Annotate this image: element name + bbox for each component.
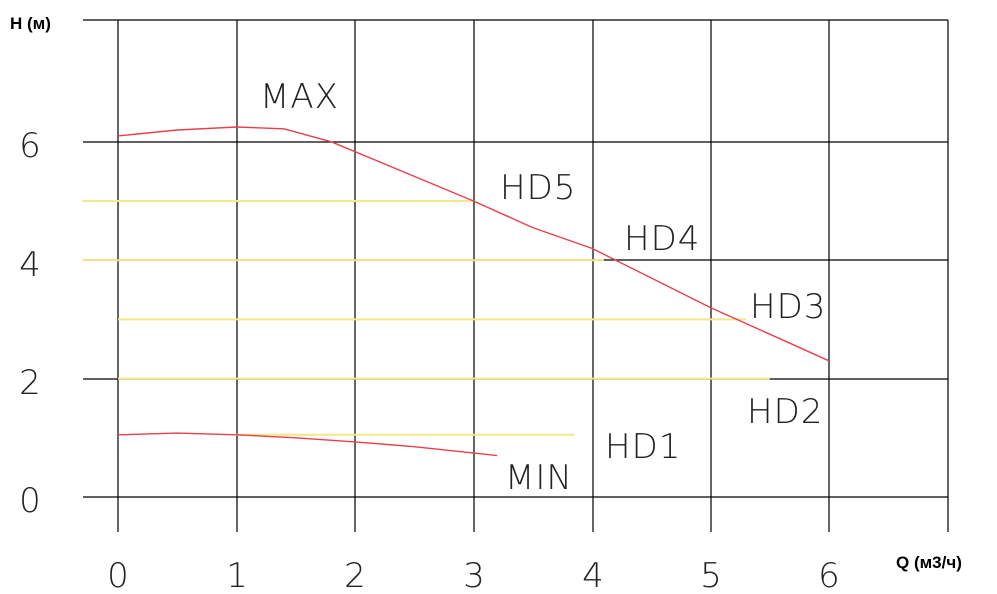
y-tick-6: 6 — [19, 126, 41, 166]
x-tick-labels: 0 1 2 3 4 5 6 — [107, 556, 840, 594]
x-tick-1: 1 — [226, 556, 248, 594]
y-tick-2: 2 — [19, 363, 41, 403]
label-hd3: HD3 — [750, 287, 826, 327]
x-axis-label: Q (м3/ч) — [896, 553, 962, 572]
x-tick-3: 3 — [463, 556, 485, 594]
grid — [83, 19, 949, 532]
label-hd5: HD5 — [500, 168, 576, 208]
label-max: MAX — [260, 77, 339, 117]
x-tick-2: 2 — [344, 556, 366, 594]
x-tick-6: 6 — [818, 556, 840, 594]
x-tick-0: 0 — [107, 556, 129, 594]
label-hd2: HD2 — [747, 392, 823, 432]
series-max-line — [117, 126, 830, 362]
x-tick-4: 4 — [582, 556, 604, 594]
label-min: MIN — [505, 458, 573, 498]
x-tick-5: 5 — [700, 556, 722, 594]
y-tick-0: 0 — [19, 481, 41, 521]
curve-labels: MAX HD5 HD4 HD3 HD2 HD1 MIN — [260, 77, 826, 498]
label-hd1: HD1 — [605, 427, 681, 467]
series-layer — [82, 126, 830, 457]
y-tick-4: 4 — [19, 245, 41, 285]
y-tick-labels: 0 2 4 6 — [19, 126, 41, 521]
series-min-line — [117, 432, 498, 457]
y-axis-label: H (м) — [10, 14, 51, 33]
label-hd4: HD4 — [624, 219, 700, 259]
